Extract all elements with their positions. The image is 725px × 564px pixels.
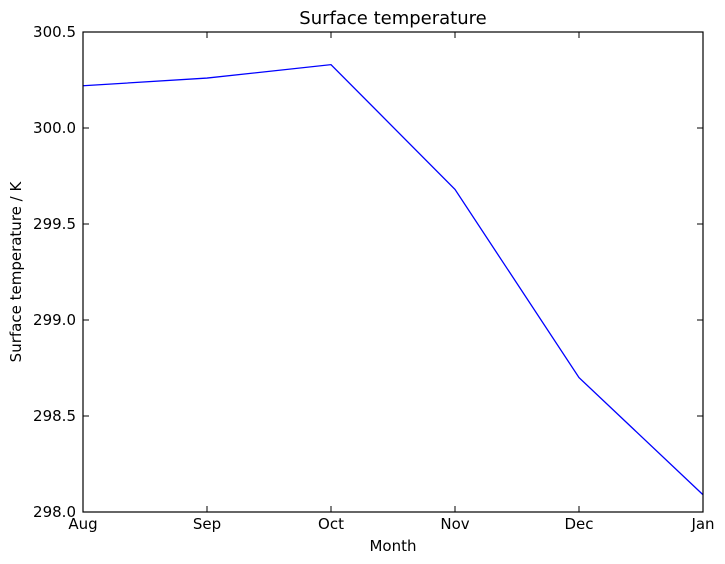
y-axis-label: Surface temperature / K — [7, 181, 25, 363]
plot-frame — [82, 31, 704, 513]
x-tick-label: Sep — [193, 515, 221, 533]
y-axis-ticks: 298.0 298.5 299.0 299.5 300.0 300.5 — [33, 23, 703, 521]
x-axis-label: Month — [369, 537, 416, 555]
plot-background — [83, 32, 703, 512]
y-tick-label: 299.0 — [33, 311, 76, 329]
x-tick-label: Nov — [440, 515, 469, 533]
series-line — [82, 63, 704, 496]
y-tick-label: 300.0 — [33, 119, 76, 137]
x-tick-label: Jan — [690, 515, 714, 533]
y-tick-label: 299.5 — [33, 215, 76, 233]
y-tick-label: 298.5 — [33, 407, 76, 425]
y-tick-label: 298.0 — [33, 503, 76, 521]
chart-title: Surface temperature — [299, 8, 486, 29]
x-tick-label: Dec — [564, 515, 593, 533]
x-tick-label: Aug — [68, 515, 97, 533]
x-axis-ticks: Aug Sep Oct Nov Dec Jan — [68, 32, 715, 533]
y-tick-label: 300.5 — [33, 23, 76, 41]
x-tick-label: Oct — [318, 515, 344, 533]
